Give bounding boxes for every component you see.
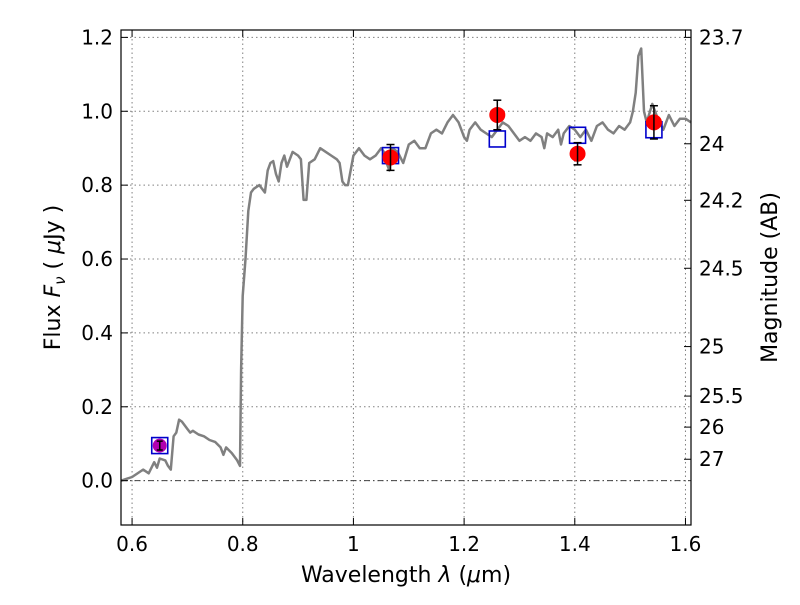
y-tick-label: 0.2 (81, 395, 113, 419)
y2-tick-label: 25 (699, 335, 724, 359)
ticks: 0.6 0.8 1 1.2 1.4 1.6 0.0 0.2 0.4 0.6 0.8 1.0 1.2 23.… (81, 25, 743, 556)
x-axis-title: Wavelength λ (μm) (301, 563, 511, 588)
x-tick-label: 1 (347, 532, 360, 556)
y-tick-label: 0.0 (81, 469, 113, 493)
y-tick-label: 0.8 (81, 173, 113, 197)
model-box-marker (488, 130, 507, 148)
y2-axis-title: Magnitude (AB) (758, 192, 783, 363)
y2-tick-label: 26 (699, 415, 724, 439)
x-tick-label: 1.2 (448, 532, 480, 556)
y-axis-title: Flux Fν ( μJy ) (41, 205, 69, 350)
x-tick-label: 1.6 (670, 532, 702, 556)
grid (121, 30, 691, 525)
y-tick-label: 0.4 (81, 321, 113, 345)
x-tick-label: 0.8 (227, 532, 259, 556)
model-spectrum-line (120, 47, 692, 482)
y2-tick-label: 24.5 (699, 256, 744, 280)
y2-tick-label: 27 (699, 447, 724, 471)
data-layer (120, 47, 692, 482)
y-tick-label: 1.0 (81, 99, 113, 123)
plot-frame (120, 29, 692, 526)
model-box-marker (150, 436, 169, 455)
y-tick-label: 0.6 (81, 247, 113, 271)
y2-tick-label: 23.7 (699, 25, 744, 49)
y-tick-label: 1.2 (81, 25, 113, 49)
x-tick-label: 0.6 (116, 532, 148, 556)
x-tick-label: 1.4 (559, 532, 591, 556)
y2-tick-label: 24 (699, 132, 724, 156)
y2-tick-label: 25.5 (699, 384, 744, 408)
y2-tick-label: 24.2 (699, 188, 744, 212)
